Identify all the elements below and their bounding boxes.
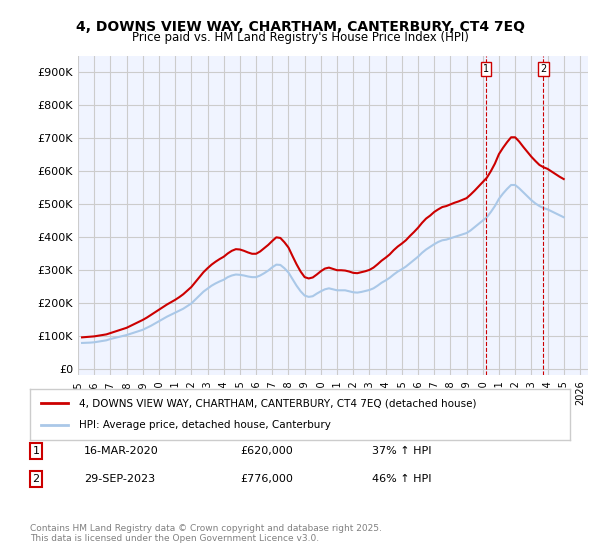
Text: Contains HM Land Registry data © Crown copyright and database right 2025.
This d: Contains HM Land Registry data © Crown c… — [30, 524, 382, 543]
Text: £620,000: £620,000 — [240, 446, 293, 456]
Text: 4, DOWNS VIEW WAY, CHARTHAM, CANTERBURY, CT4 7EQ (detached house): 4, DOWNS VIEW WAY, CHARTHAM, CANTERBURY,… — [79, 398, 476, 408]
Text: 29-SEP-2023: 29-SEP-2023 — [84, 474, 155, 484]
Text: 46% ↑ HPI: 46% ↑ HPI — [372, 474, 431, 484]
Text: 16-MAR-2020: 16-MAR-2020 — [84, 446, 159, 456]
Text: £776,000: £776,000 — [240, 474, 293, 484]
Text: 2: 2 — [541, 64, 547, 74]
Text: 4, DOWNS VIEW WAY, CHARTHAM, CANTERBURY, CT4 7EQ: 4, DOWNS VIEW WAY, CHARTHAM, CANTERBURY,… — [76, 20, 524, 34]
Text: Price paid vs. HM Land Registry's House Price Index (HPI): Price paid vs. HM Land Registry's House … — [131, 31, 469, 44]
Text: 1: 1 — [483, 64, 489, 74]
Text: 1: 1 — [32, 446, 40, 456]
Text: HPI: Average price, detached house, Canterbury: HPI: Average price, detached house, Cant… — [79, 421, 331, 431]
Text: 37% ↑ HPI: 37% ↑ HPI — [372, 446, 431, 456]
Text: 2: 2 — [32, 474, 40, 484]
